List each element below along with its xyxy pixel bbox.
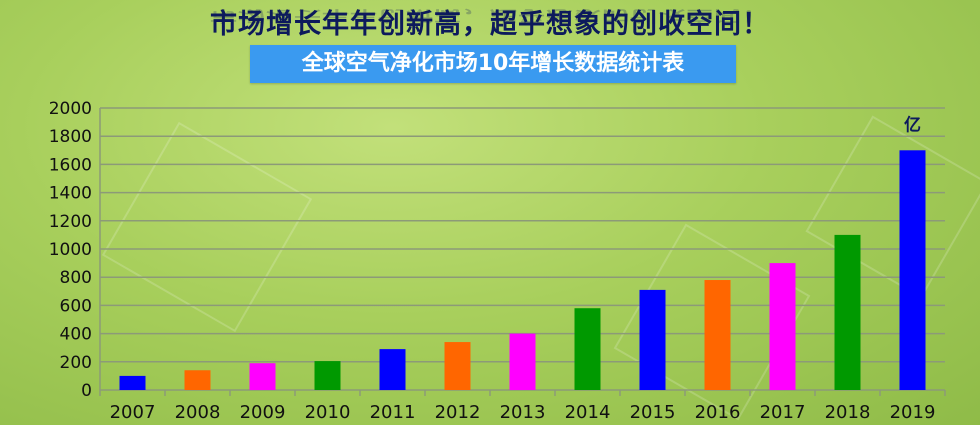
bar-2013: [509, 333, 536, 390]
bar-2014: [574, 308, 601, 390]
y-tick-label: 0: [81, 381, 92, 401]
bar-2019: [899, 150, 926, 390]
y-tick-label: 1400: [49, 184, 92, 204]
bar-2009: [249, 363, 276, 390]
y-tick-label: 800: [60, 268, 92, 288]
x-tick-label: 2015: [630, 402, 676, 423]
y-tick-label: 400: [60, 325, 92, 345]
y-tick-label: 1200: [49, 212, 92, 232]
y-tick-label: 1800: [49, 127, 92, 147]
bar-2016: [704, 280, 731, 390]
bar-2018: [834, 234, 861, 390]
headline: 市场增长年年创新高，超乎想象的创收空间！: [210, 9, 770, 40]
bar-2008: [184, 370, 211, 390]
x-tick-label: 2007: [110, 402, 156, 423]
chart-title-banner: 全球空气净化市场10年增长数据统计表: [250, 45, 736, 83]
x-tick-label: 2010: [305, 402, 351, 423]
bar-2012: [444, 342, 471, 390]
x-tick-label: 2012: [435, 402, 481, 423]
y-tick-label: 600: [60, 296, 92, 316]
bar-2015: [639, 289, 666, 390]
bar-2010: [314, 361, 341, 390]
x-tick-label: 2009: [240, 402, 286, 423]
x-tick-label: 2017: [760, 402, 806, 423]
y-tick-label: 1600: [49, 155, 92, 175]
x-tick-label: 2018: [825, 402, 871, 423]
y-tick-label: 2000: [49, 99, 92, 119]
x-tick-label: 2016: [695, 402, 741, 423]
unit-label: 亿: [904, 114, 921, 135]
bar-2011: [379, 349, 406, 390]
x-tick-label: 2008: [175, 402, 221, 423]
y-tick-label: 200: [60, 353, 92, 373]
x-tick-label: 2013: [500, 402, 546, 423]
bar-2017: [769, 263, 796, 390]
bar-2007: [119, 375, 146, 390]
x-tick-label: 2019: [890, 402, 936, 423]
x-tick-label: 2011: [370, 402, 416, 423]
x-tick-label: 2014: [565, 402, 611, 423]
y-tick-label: 1000: [49, 240, 92, 260]
